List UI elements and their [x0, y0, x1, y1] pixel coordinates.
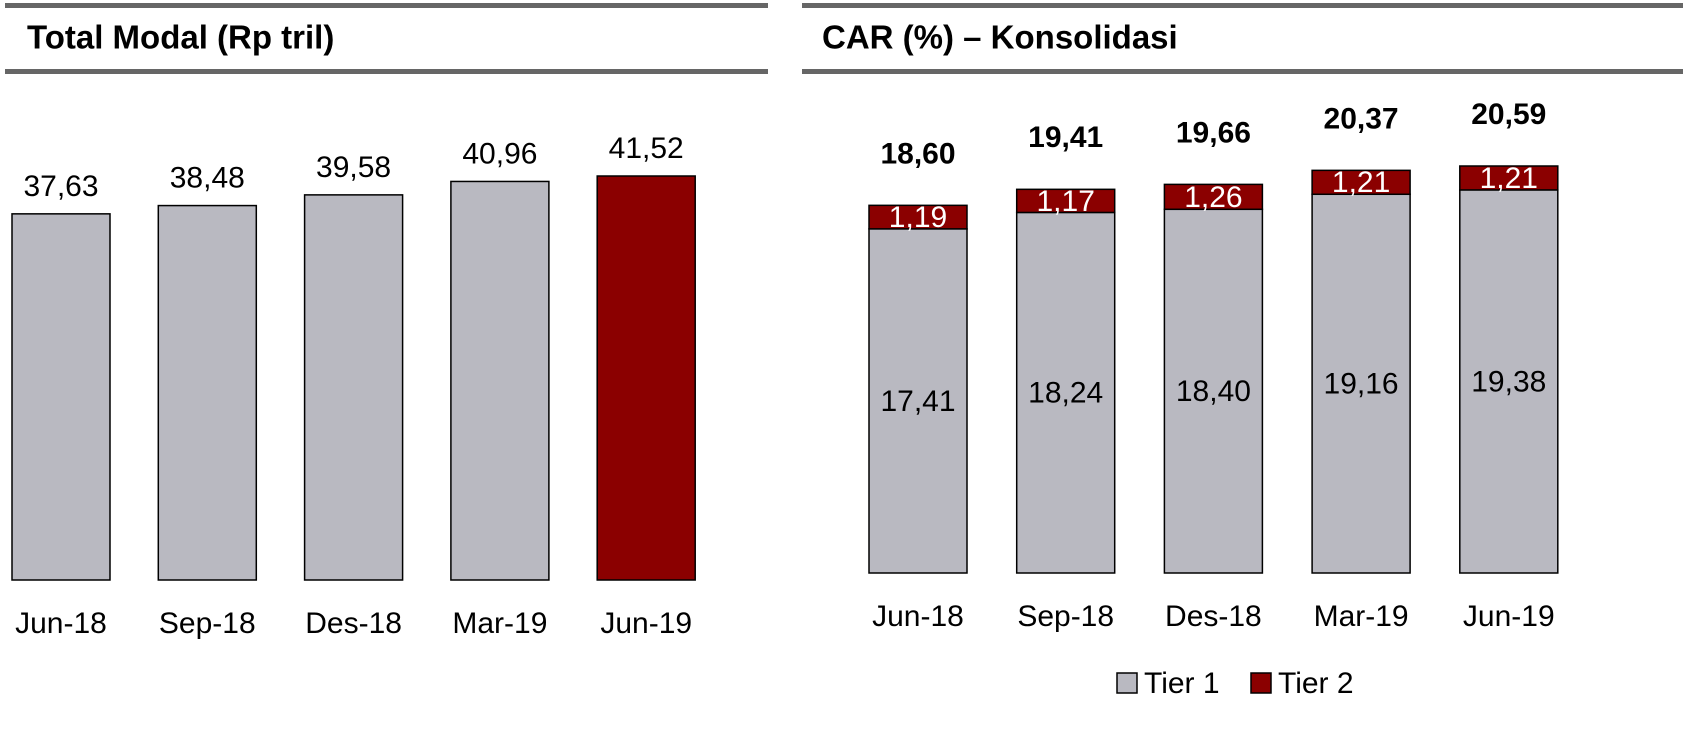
value-label: 19,38 — [1471, 365, 1546, 398]
legend-label: Tier 2 — [1278, 667, 1354, 700]
bar-segment — [1459, 165, 1559, 191]
value-label: 17,41 — [880, 385, 955, 418]
legend-label: Tier 1 — [1144, 667, 1220, 700]
value-label: 37,63 — [23, 170, 98, 203]
legend-swatch — [1250, 672, 1272, 694]
total-label: 19,66 — [1176, 116, 1251, 149]
chart-title: CAR (%) – Konsolidasi — [822, 19, 1178, 56]
bar — [303, 194, 404, 581]
bar — [11, 213, 111, 581]
x-tick-label: Sep-18 — [159, 607, 256, 640]
bar-segment — [868, 228, 968, 574]
header-rule — [5, 69, 768, 74]
value-label: 1,21 — [1480, 162, 1538, 195]
x-tick-label: Mar-19 — [1314, 600, 1409, 633]
bar-segment — [1311, 193, 1411, 574]
value-label: 1,26 — [1184, 181, 1242, 214]
legend-swatch — [1116, 672, 1138, 694]
bar-segment — [1163, 208, 1264, 574]
value-label: 19,16 — [1324, 368, 1399, 401]
bar-segment — [1163, 183, 1264, 211]
bar-segment — [868, 204, 968, 230]
value-label: 18,24 — [1028, 377, 1103, 410]
bar — [157, 204, 258, 581]
header-rule — [5, 3, 768, 8]
header-rule — [802, 3, 1683, 8]
value-label: 38,48 — [170, 162, 245, 195]
bar-segment — [1015, 188, 1116, 214]
x-tick-label: Jun-18 — [872, 600, 964, 633]
value-label: 18,40 — [1176, 375, 1251, 408]
x-tick-label: Mar-19 — [452, 607, 547, 640]
value-label: 41,52 — [609, 132, 684, 165]
total-label: 20,59 — [1471, 98, 1546, 131]
value-label: 1,21 — [1332, 166, 1390, 199]
x-tick-label: Jun-19 — [600, 607, 692, 640]
value-label: 1,19 — [889, 201, 947, 234]
x-tick-label: Sep-18 — [1017, 600, 1114, 633]
x-tick-label: Jun-18 — [15, 607, 107, 640]
value-label: 1,17 — [1037, 185, 1095, 218]
value-label: 40,96 — [462, 137, 537, 170]
total-label: 20,37 — [1324, 102, 1399, 135]
x-tick-label: Jun-19 — [1463, 600, 1555, 633]
header-rule — [802, 69, 1683, 74]
bar — [450, 180, 550, 581]
x-tick-label: Des-18 — [305, 607, 402, 640]
chart-title: Total Modal (Rp tril) — [27, 19, 334, 56]
bar-segment — [1311, 169, 1411, 196]
value-label: 39,58 — [316, 151, 391, 184]
bar — [596, 175, 696, 581]
bar-segment — [1459, 189, 1559, 574]
total-label: 19,41 — [1028, 121, 1103, 154]
x-tick-label: Des-18 — [1165, 600, 1262, 633]
total-label: 18,60 — [880, 137, 955, 170]
